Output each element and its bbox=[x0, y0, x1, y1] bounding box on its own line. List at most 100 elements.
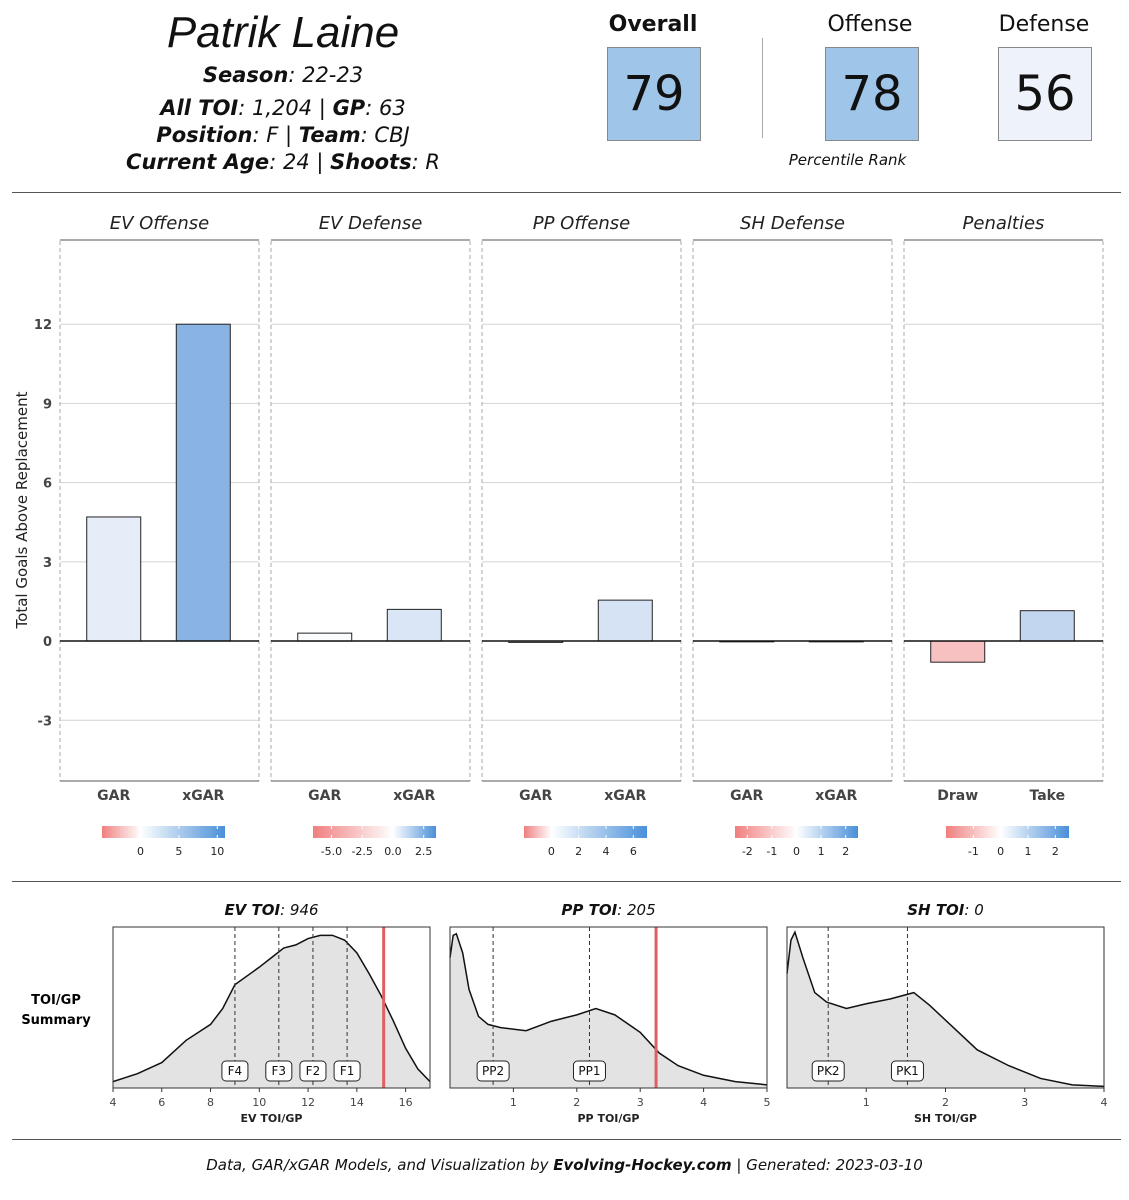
toi-panel-frame bbox=[112, 926, 431, 1089]
legend-tick-label: 2 bbox=[575, 845, 582, 858]
density-area bbox=[113, 935, 430, 1088]
percentile-rank-label: Percentile Rank bbox=[788, 151, 907, 169]
toi-title-sep: : bbox=[964, 901, 974, 919]
line-marker-label-f3: F3 bbox=[272, 1064, 287, 1078]
rating-divider bbox=[762, 38, 763, 138]
x-tick-label: xGAR bbox=[604, 788, 646, 804]
legend-tick-label: 0 bbox=[793, 845, 800, 858]
footer-prefix: Data, GAR/xGAR Models, and Visualization… bbox=[206, 1156, 554, 1174]
legend-tick-label: -2 bbox=[742, 845, 753, 858]
player-name: Patrik Laine bbox=[166, 8, 400, 57]
position-label: Position bbox=[156, 123, 253, 147]
legend-tick-label: 10 bbox=[210, 845, 224, 858]
y-tick-label: 6 bbox=[43, 477, 52, 492]
line-marker-label-pp1: PP1 bbox=[578, 1064, 600, 1078]
x-axis-label-pp-toi: PP TOI/GP bbox=[577, 1112, 639, 1125]
toi-panel-pp-toi: PP TOI: 205 PP2 PP1 1 2 3 4 5 PP TOI/GP bbox=[449, 901, 771, 1125]
gp-value: 63 bbox=[378, 96, 406, 120]
color-scale-legend-sh-defense bbox=[735, 826, 858, 838]
panel-penalties: Penalties Draw Take -1 0 1 2 bbox=[903, 213, 1104, 858]
line-marker-label-f4: F4 bbox=[228, 1064, 243, 1078]
shoots-label: Shoots bbox=[330, 150, 412, 174]
toi-title-sep: : bbox=[280, 901, 290, 919]
line-marker-box-f4 bbox=[221, 1060, 249, 1082]
bar-xgar bbox=[597, 599, 653, 642]
x-tick-label: 8 bbox=[207, 1096, 214, 1109]
y-tick-label: 0 bbox=[43, 635, 52, 650]
legend-tick-label: 2 bbox=[1052, 845, 1059, 858]
divider-middle bbox=[12, 881, 1121, 882]
bar-xgar bbox=[386, 608, 442, 642]
panel-ev-offense: EV Offense GAR xGAR 0 5 10 bbox=[59, 213, 260, 858]
bar-gar bbox=[86, 516, 142, 642]
legend-tick-label: 4 bbox=[603, 845, 610, 858]
toi-summary-label-line2: Summary bbox=[21, 1013, 91, 1028]
x-tick-label: Take bbox=[1029, 788, 1065, 804]
offense-heading: Offense bbox=[827, 12, 913, 37]
legend-tick-label: -2.5 bbox=[351, 845, 372, 858]
x-tick-label: GAR bbox=[97, 788, 130, 804]
toi-panel-title-pp-toi: PP TOI: 205 bbox=[561, 901, 655, 919]
toi-value: 1,204 bbox=[252, 96, 313, 120]
line-marker-box-f3 bbox=[265, 1060, 293, 1082]
y-tick-label: -3 bbox=[38, 714, 52, 729]
shoots-value: R bbox=[425, 150, 440, 174]
toi-title-value: 946 bbox=[290, 901, 319, 919]
toi-panel-title-sh-toi: SH TOI: 0 bbox=[907, 901, 984, 919]
season-line: Season: 22-23 bbox=[202, 63, 364, 87]
position-value: F bbox=[266, 123, 279, 147]
toi-panel-title-ev-toi: EV TOI: 946 bbox=[224, 901, 318, 919]
panel-pp-offense: PP Offense GAR xGAR 0 2 4 6 bbox=[481, 213, 682, 858]
legend-tick-label: -5.0 bbox=[321, 845, 342, 858]
x-tick-label: GAR bbox=[730, 788, 763, 804]
x-tick-label: 3 bbox=[1021, 1096, 1028, 1109]
toi-line: All TOI: 1,204 | GP: 63 bbox=[160, 96, 406, 120]
line-marker-box-pp1 bbox=[572, 1060, 606, 1082]
legend-tick-label: 6 bbox=[630, 845, 637, 858]
line-marker-label-pp2: PP2 bbox=[482, 1064, 504, 1078]
color-scale-legend-ev-defense bbox=[313, 826, 436, 838]
density-line bbox=[112, 934, 431, 1083]
offense-rating-box: 78 bbox=[825, 47, 919, 141]
line-marker-box-pk1 bbox=[890, 1060, 924, 1082]
defense-heading: Defense bbox=[998, 12, 1090, 37]
legend-tick-label: -1 bbox=[766, 845, 777, 858]
panel-title-pp-offense: PP Offense bbox=[533, 213, 631, 234]
legend-tick-label: 0 bbox=[548, 845, 555, 858]
bar-take bbox=[1019, 610, 1075, 642]
y-tick-label: 12 bbox=[34, 318, 52, 333]
density-line bbox=[786, 930, 1105, 1088]
color-scale-legend-ev-offense bbox=[102, 826, 225, 838]
density-area bbox=[787, 932, 1104, 1088]
legend-tick-label: 0 bbox=[137, 845, 144, 858]
legend-tick-label: 0.0 bbox=[384, 845, 402, 858]
x-tick-label: 6 bbox=[158, 1096, 165, 1109]
line-marker-label-f2: F2 bbox=[306, 1064, 321, 1078]
y-tick-label: 9 bbox=[43, 397, 52, 412]
footer-credit: Data, GAR/xGAR Models, and Visualization… bbox=[0, 1156, 1129, 1174]
panel-ev-defense: EV Defense GAR xGAR -5.0 -2.5 0.0 2.5 bbox=[270, 213, 471, 858]
density-line bbox=[449, 932, 768, 1086]
x-tick-label: 2 bbox=[573, 1096, 580, 1109]
x-tick-label: Draw bbox=[937, 788, 978, 804]
line-marker-box-pk2 bbox=[811, 1060, 845, 1082]
x-tick-label: xGAR bbox=[815, 788, 857, 804]
x-tick-label: 10 bbox=[252, 1096, 266, 1109]
panel-title-penalties: Penalties bbox=[963, 213, 1045, 234]
footer-brand: Evolving-Hockey.com bbox=[553, 1156, 732, 1174]
season-label: Season bbox=[202, 63, 289, 87]
defense-rating-box: 56 bbox=[998, 47, 1092, 141]
x-tick-label: GAR bbox=[519, 788, 552, 804]
gp-label: GP bbox=[332, 96, 366, 120]
panel-title-sh-defense: SH Defense bbox=[740, 213, 845, 234]
toi-title-label: PP TOI bbox=[561, 901, 617, 919]
toi-title-label: SH TOI bbox=[907, 901, 965, 919]
legend-tick-label: 1 bbox=[818, 845, 825, 858]
y-tick-label: 3 bbox=[43, 556, 52, 571]
toi-summary-label-line1: TOI/GP bbox=[31, 993, 81, 1008]
x-axis-label-ev-toi: EV TOI/GP bbox=[241, 1112, 303, 1125]
line-marker-label-pk1: PK1 bbox=[896, 1064, 919, 1078]
bar-gar bbox=[297, 632, 353, 642]
x-tick-label: xGAR bbox=[182, 788, 224, 804]
